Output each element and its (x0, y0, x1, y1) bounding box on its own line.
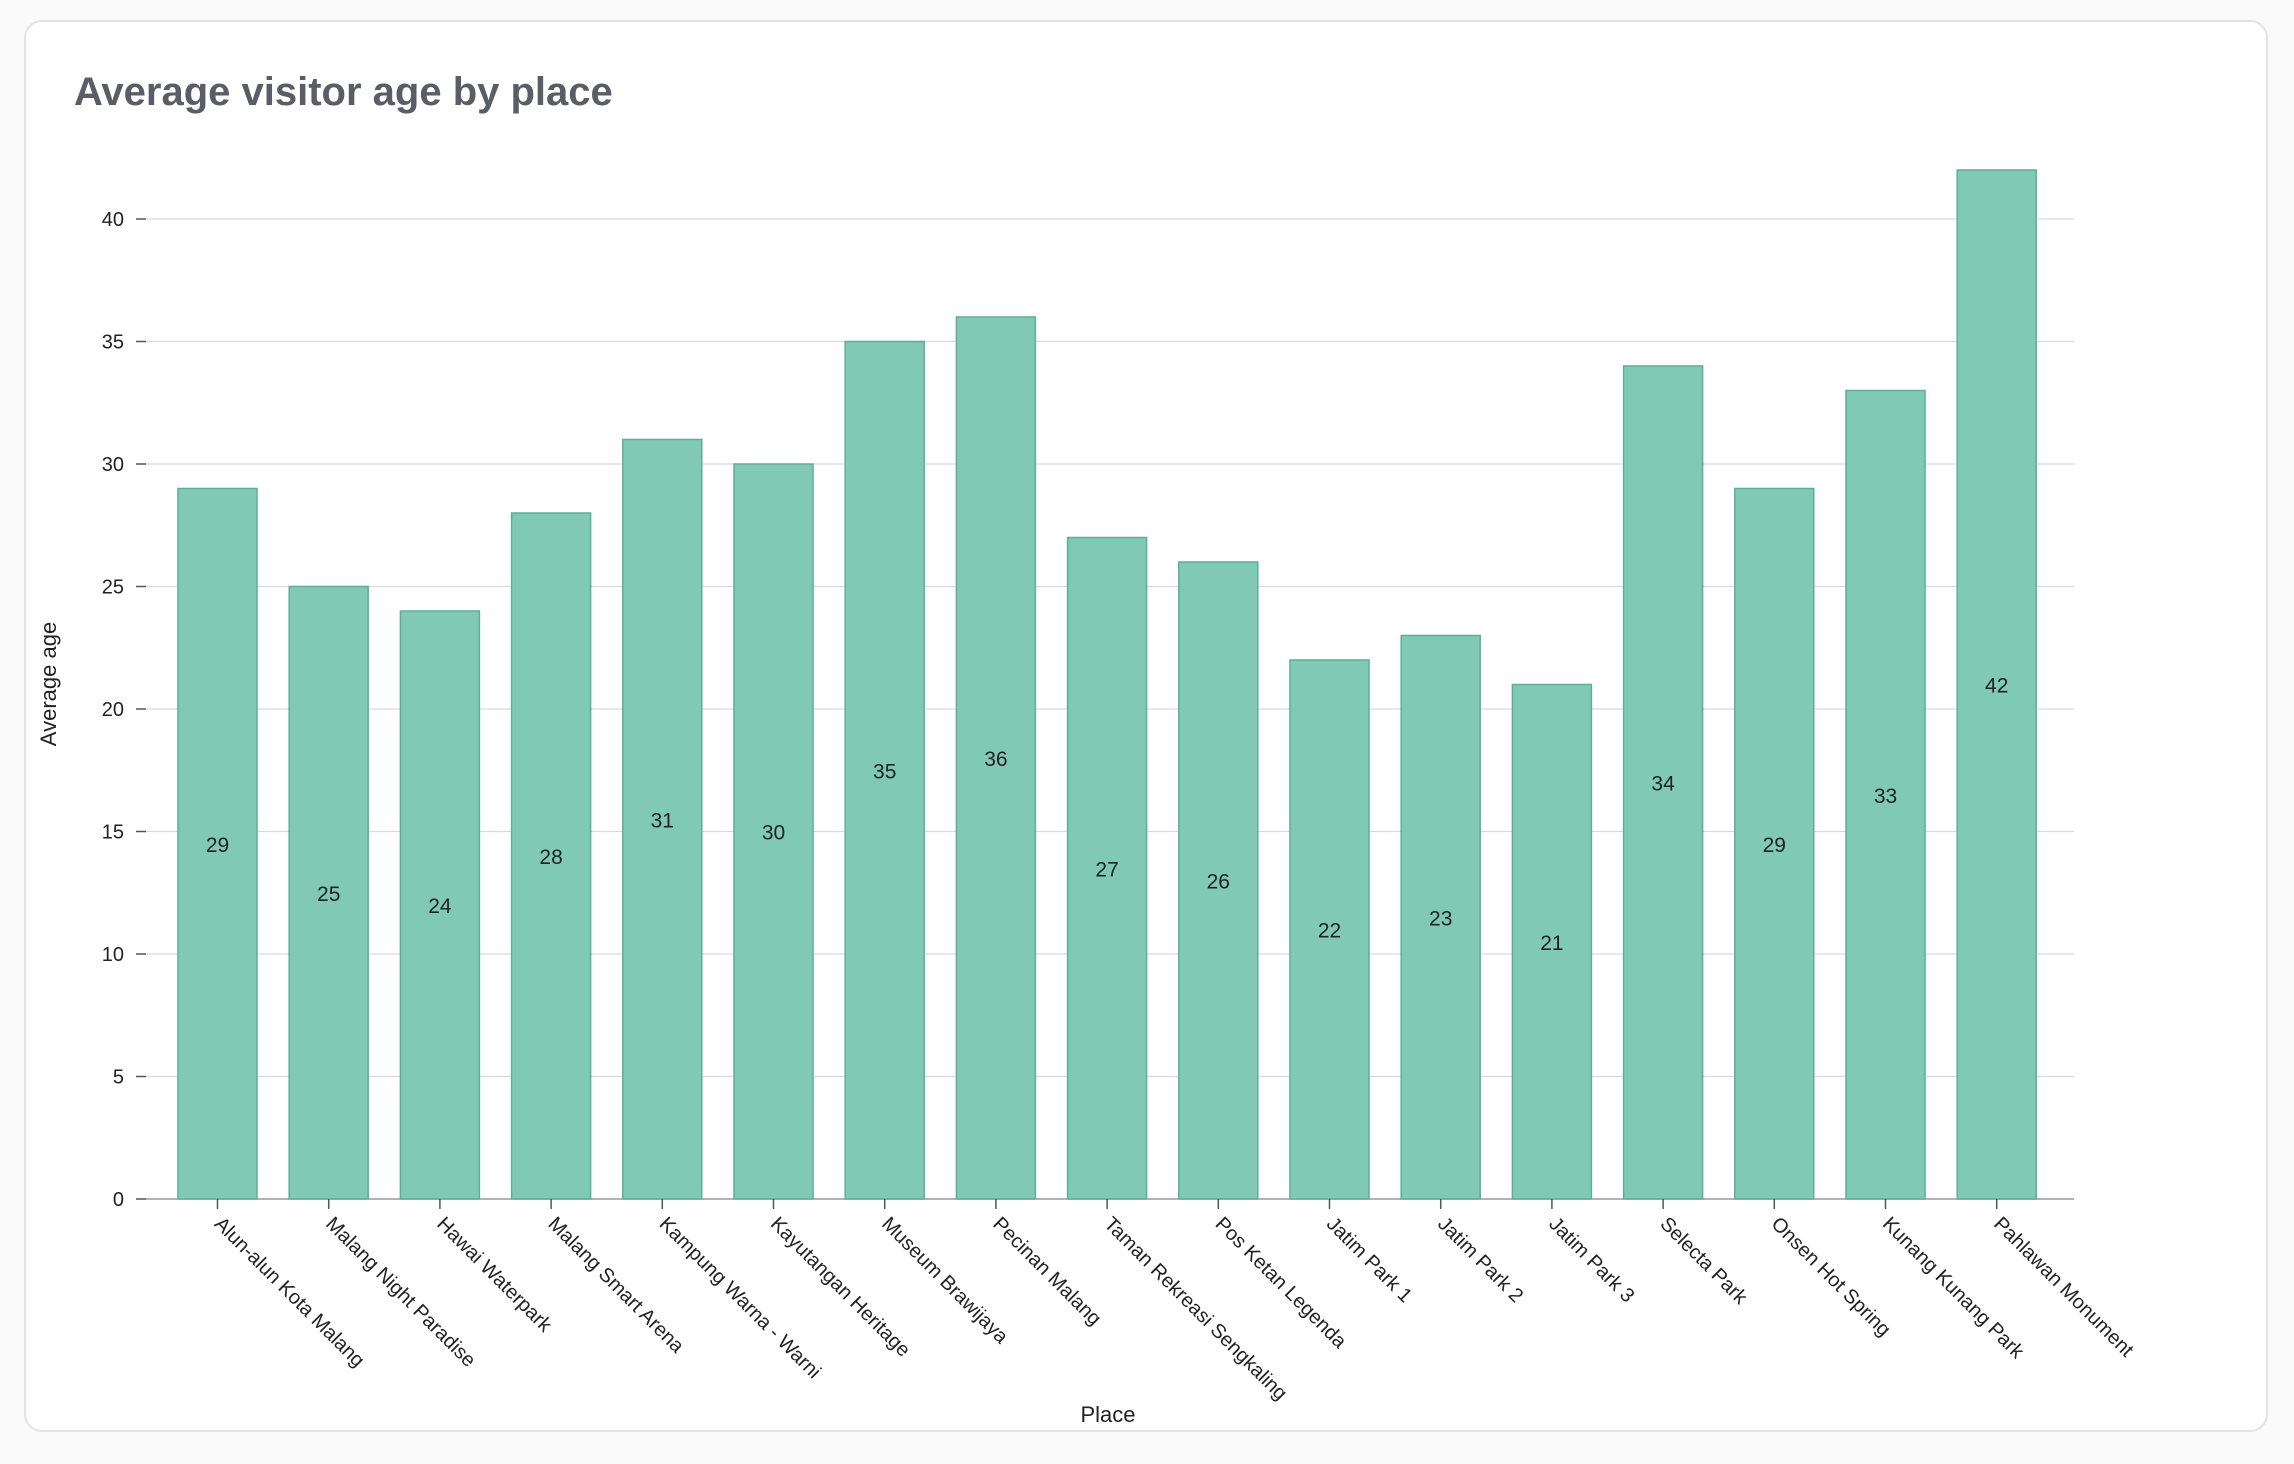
data-label: 21 (1540, 932, 1563, 955)
bar (733, 463, 814, 1200)
y-axis-title: Average age (36, 622, 61, 746)
data-label: 28 (539, 846, 562, 869)
chart-title: Average visitor age by place (74, 70, 613, 114)
bars: 29 25 24 28 31 30 35 36 27 26 22 23 21 34 29 33 42 (177, 169, 2037, 1200)
x-tick-label: Pecinan Malang (988, 1213, 1105, 1330)
y-tick-label: 25 (102, 577, 124, 599)
data-label: 27 (1095, 858, 1118, 881)
data-label: 35 (873, 760, 896, 783)
data-label: 42 (1985, 675, 2008, 698)
bar (1289, 659, 1370, 1200)
data-label: 34 (1651, 773, 1675, 796)
data-label: 25 (317, 883, 340, 906)
y-tick-label: 35 (102, 332, 124, 354)
y-tick-label: 10 (102, 944, 124, 966)
x-tick-label: Onsen Hot Spring (1767, 1213, 1895, 1341)
data-label: 30 (762, 822, 785, 845)
bar (1066, 536, 1148, 1200)
x-tick-label: Jatim Park 1 (1322, 1213, 1416, 1307)
data-label: 33 (1874, 785, 1897, 808)
data-label: 23 (1429, 907, 1452, 930)
x-tick-label: Taman Rekreasi Sengkaling (1100, 1213, 1292, 1405)
x-tick-label: Hawai Waterpark (432, 1213, 556, 1337)
bar (288, 585, 369, 1200)
data-label: 24 (428, 895, 452, 918)
data-label: 31 (651, 809, 674, 832)
y-tick-label: 30 (102, 454, 124, 476)
x-axis-title: Place (1080, 1402, 1135, 1427)
bar (177, 487, 258, 1200)
bar (1845, 389, 1926, 1200)
data-label: 29 (1763, 834, 1786, 857)
data-label: 29 (206, 834, 229, 857)
data-label: 22 (1318, 920, 1341, 943)
y-axis: 0 5 10 15 20 25 30 35 40 (102, 209, 146, 1211)
data-label: 26 (1207, 871, 1230, 894)
bar (1511, 683, 1593, 1200)
x-tick-label: Selecta Park (1656, 1213, 1752, 1309)
data-label: 36 (984, 748, 1007, 771)
y-tick-label: 20 (102, 699, 124, 721)
x-tick-label: Jatim Park 3 (1544, 1213, 1638, 1307)
bar (844, 340, 925, 1200)
bar (399, 610, 481, 1200)
bar (955, 316, 1037, 1200)
bar (1956, 169, 2037, 1200)
bar (1178, 561, 1259, 1200)
x-tick-label: Jatim Park 2 (1433, 1213, 1527, 1307)
y-tick-label: 40 (102, 209, 124, 231)
y-tick-label: 0 (113, 1189, 124, 1211)
y-tick-label: 5 (113, 1067, 124, 1089)
y-tick-label: 15 (102, 822, 124, 844)
bar (1734, 487, 1815, 1200)
